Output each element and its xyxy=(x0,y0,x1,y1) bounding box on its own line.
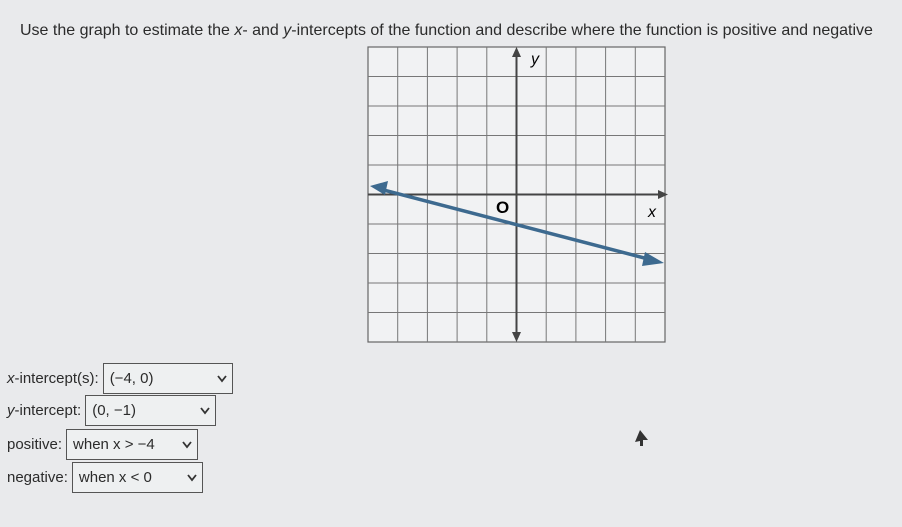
cursor xyxy=(635,430,648,446)
chevron xyxy=(187,474,197,482)
label-text: -intercept(s): xyxy=(14,370,99,387)
x-label: x xyxy=(647,204,657,221)
answer-row: y-intercept: (0, −1) xyxy=(7,394,217,427)
y-label: y xyxy=(530,51,540,68)
dropdown[interactable]: when x < 0 xyxy=(71,462,203,493)
answer-row: positive: when x > −4 xyxy=(7,428,199,461)
dropdown-value: when x < 0 xyxy=(78,469,152,486)
dropdown-value: when x > −4 xyxy=(73,436,155,453)
chevron xyxy=(216,375,227,383)
question-text: y xyxy=(283,22,292,39)
dropdown-value: (0, −1) xyxy=(92,402,136,419)
y-arrow-down xyxy=(512,332,521,342)
line-arrow xyxy=(642,252,664,266)
question-text: x xyxy=(234,22,243,39)
question: Use the graph to estimate the x- and y-i… xyxy=(20,22,873,40)
x-arrow xyxy=(658,190,668,199)
question-text: -intercepts of the function and describe… xyxy=(291,22,873,39)
dropdown[interactable]: (0, −1) xyxy=(85,395,217,426)
question-text: Use the graph to estimate the xyxy=(20,22,235,39)
chevron xyxy=(182,441,192,449)
dropdown[interactable]: when x > −4 xyxy=(66,429,199,460)
label-text: -intercept: xyxy=(14,402,82,419)
label-text: x xyxy=(7,370,15,387)
function-line xyxy=(379,187,653,262)
origin-label: O xyxy=(496,198,509,217)
answer-label: positive: xyxy=(7,436,62,453)
answer-label: x-intercept(s): xyxy=(7,370,99,387)
question-text: - and xyxy=(242,22,284,39)
line-arrow xyxy=(370,181,388,195)
chevron xyxy=(200,407,210,415)
answer-label: y-intercept: xyxy=(7,402,81,419)
label-text: y xyxy=(7,402,15,419)
y-arrow xyxy=(512,47,521,57)
dropdown-value: (−4, 0) xyxy=(109,370,154,387)
dropdown[interactable]: (−4, 0) xyxy=(102,363,233,394)
answer-label: negative: xyxy=(7,469,68,486)
label-text: negative: xyxy=(7,469,68,486)
answer-row: negative: when x < 0 xyxy=(7,461,203,494)
label-text: positive: xyxy=(7,436,63,453)
answer-row: x-intercept(s): (−4, 0) xyxy=(7,362,233,395)
